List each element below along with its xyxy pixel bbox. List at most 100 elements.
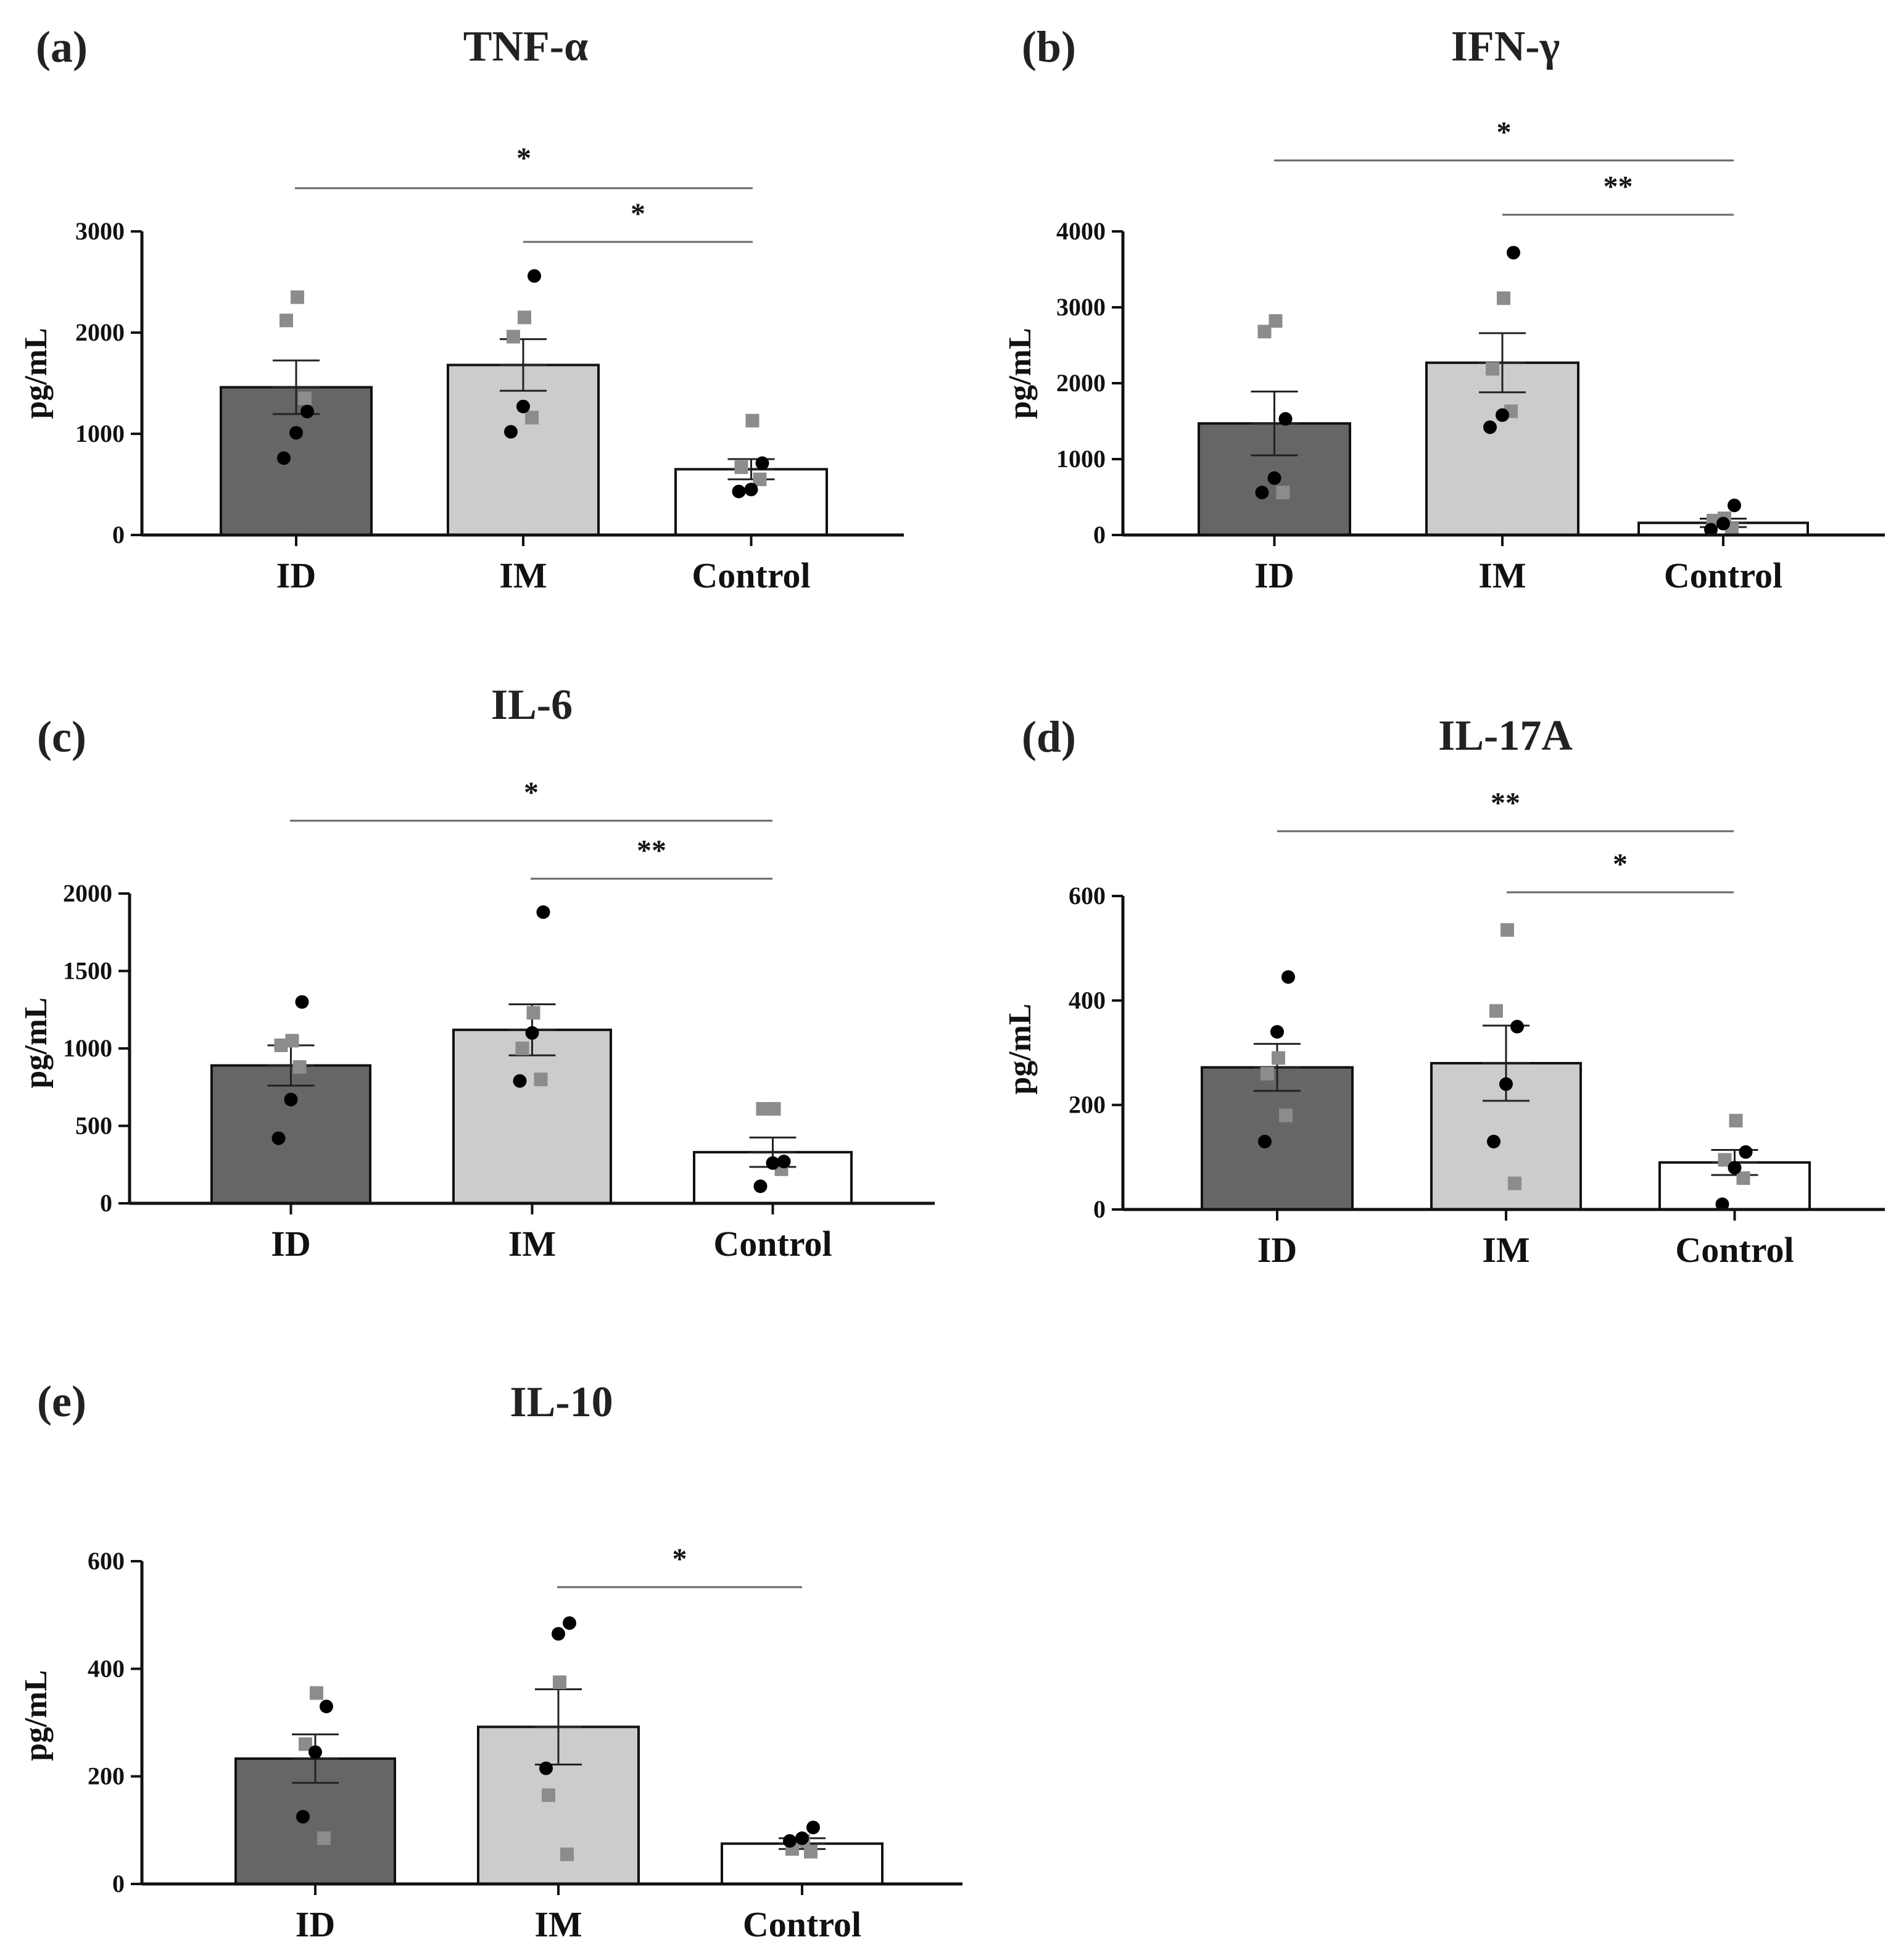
data-point-circle xyxy=(295,995,309,1009)
data-point-square xyxy=(767,1101,781,1116)
data-point-circle xyxy=(271,1131,286,1145)
data-point-square xyxy=(515,1042,529,1055)
x-tick-label: IM xyxy=(1482,1230,1529,1270)
x-tick-label: ID xyxy=(271,1224,310,1264)
data-point-circle xyxy=(525,1026,539,1040)
data-point-circle xyxy=(1270,1025,1284,1039)
data-point-circle xyxy=(552,1627,565,1641)
data-point-square xyxy=(1489,1004,1503,1018)
data-point-circle xyxy=(766,1156,780,1170)
data-point-circle xyxy=(1483,420,1497,434)
y-tick-label: 0 xyxy=(112,521,125,549)
data-point-circle xyxy=(795,1831,809,1845)
data-point-circle xyxy=(1739,1145,1753,1159)
significance-label: * xyxy=(631,197,645,230)
bar-im xyxy=(477,1725,640,1886)
y-tick-label: 4000 xyxy=(1056,217,1106,245)
x-tick-label: IM xyxy=(1478,555,1526,595)
y-tick-label: 1500 xyxy=(63,957,112,985)
data-point-circle xyxy=(777,1155,791,1169)
x-tick-label: IM xyxy=(499,555,547,595)
y-tick-label: 200 xyxy=(88,1762,125,1790)
data-point-square xyxy=(317,1831,331,1845)
data-point-circle xyxy=(1704,523,1718,537)
data-point-square xyxy=(526,1006,540,1020)
x-tick-label: Control xyxy=(743,1904,861,1944)
significance-label: * xyxy=(1613,848,1628,881)
y-tick-label: 2000 xyxy=(1056,369,1106,397)
data-point-circle xyxy=(1499,1077,1513,1091)
x-tick-label: ID xyxy=(1254,555,1294,595)
y-axis-label: pg/mL xyxy=(19,328,54,418)
data-point-square xyxy=(756,1101,770,1116)
significance-label: * xyxy=(673,1543,687,1575)
y-axis-label: pg/mL xyxy=(1003,328,1038,418)
data-point-square xyxy=(299,1737,312,1751)
y-tick-label: 2000 xyxy=(63,879,112,907)
data-point-square xyxy=(525,410,539,425)
data-point-square xyxy=(1486,362,1499,376)
data-point-circle xyxy=(1728,1161,1742,1175)
chart-title: TNF-α xyxy=(463,23,588,70)
data-point-square xyxy=(518,310,531,325)
data-point-circle xyxy=(536,905,550,919)
y-tick-label: 0 xyxy=(112,1870,125,1898)
data-point-square xyxy=(274,1038,288,1052)
data-point-square xyxy=(279,313,293,328)
chart-panel-1: (b) IFN-γ pg/mL 0 1000 2000 3000 4000 ID IM Contro… xyxy=(1003,22,1885,595)
chart-title: IL-10 xyxy=(510,1379,613,1426)
data-point-square xyxy=(310,1686,323,1700)
y-axis-label: pg/mL xyxy=(19,1670,54,1761)
data-point-circle xyxy=(504,425,518,439)
y-tick-label: 600 xyxy=(88,1547,125,1575)
x-tick-label: IM xyxy=(534,1904,582,1944)
data-point-circle xyxy=(1496,408,1509,422)
data-point-square xyxy=(1500,923,1514,937)
y-tick-label: 600 xyxy=(1069,882,1106,910)
y-tick-label: 1000 xyxy=(63,1034,112,1062)
data-point-circle xyxy=(296,1810,310,1824)
data-point-circle xyxy=(539,1761,553,1775)
x-tick-label: Control xyxy=(1664,555,1782,595)
y-tick-label: 2000 xyxy=(75,318,125,346)
data-point-square xyxy=(298,391,312,405)
data-point-circle xyxy=(1278,412,1293,426)
x-tick-label: ID xyxy=(296,1904,335,1944)
data-point-circle xyxy=(563,1616,576,1630)
data-point-square xyxy=(1276,486,1290,500)
data-point-circle xyxy=(783,1834,797,1848)
data-point-square xyxy=(1269,314,1283,328)
significance-label: * xyxy=(516,142,531,175)
data-point-circle xyxy=(1258,1134,1272,1148)
x-tick-label: Control xyxy=(1675,1230,1794,1270)
data-point-square xyxy=(734,460,748,475)
data-point-square xyxy=(1272,1051,1285,1065)
data-point-circle xyxy=(1716,516,1730,531)
data-point-circle xyxy=(289,426,303,440)
data-point-circle xyxy=(1255,486,1269,500)
data-point-square xyxy=(542,1788,555,1802)
significance-label: ** xyxy=(1604,170,1633,203)
data-point-circle xyxy=(513,1074,527,1088)
data-point-square xyxy=(1257,325,1272,339)
significance-label: ** xyxy=(637,834,666,867)
chart-panel-4: (e) IL-10 pg/mL 0 200 400 600 ID IM Control * xyxy=(19,1377,962,1944)
data-point-circle xyxy=(1267,471,1281,485)
y-tick-label: 0 xyxy=(100,1189,112,1217)
data-point-circle xyxy=(320,1699,333,1714)
data-point-square xyxy=(534,1072,548,1087)
chart-panel-2: (c) IL-6 pg/mL 0 500 1000 1500 2000 ID IM Control *… xyxy=(19,681,935,1264)
data-point-circle xyxy=(516,399,530,413)
data-point-square xyxy=(1729,1114,1743,1128)
chart-title: IFN-γ xyxy=(1451,23,1560,70)
data-point-square xyxy=(1260,1066,1274,1081)
y-tick-label: 0 xyxy=(1093,521,1106,549)
data-point-circle xyxy=(1487,1134,1500,1148)
data-point-circle xyxy=(732,484,746,499)
panel-label: (a) xyxy=(36,22,88,72)
y-tick-label: 3000 xyxy=(1056,293,1106,321)
data-point-circle xyxy=(528,269,541,283)
data-point-square xyxy=(1279,1108,1293,1122)
